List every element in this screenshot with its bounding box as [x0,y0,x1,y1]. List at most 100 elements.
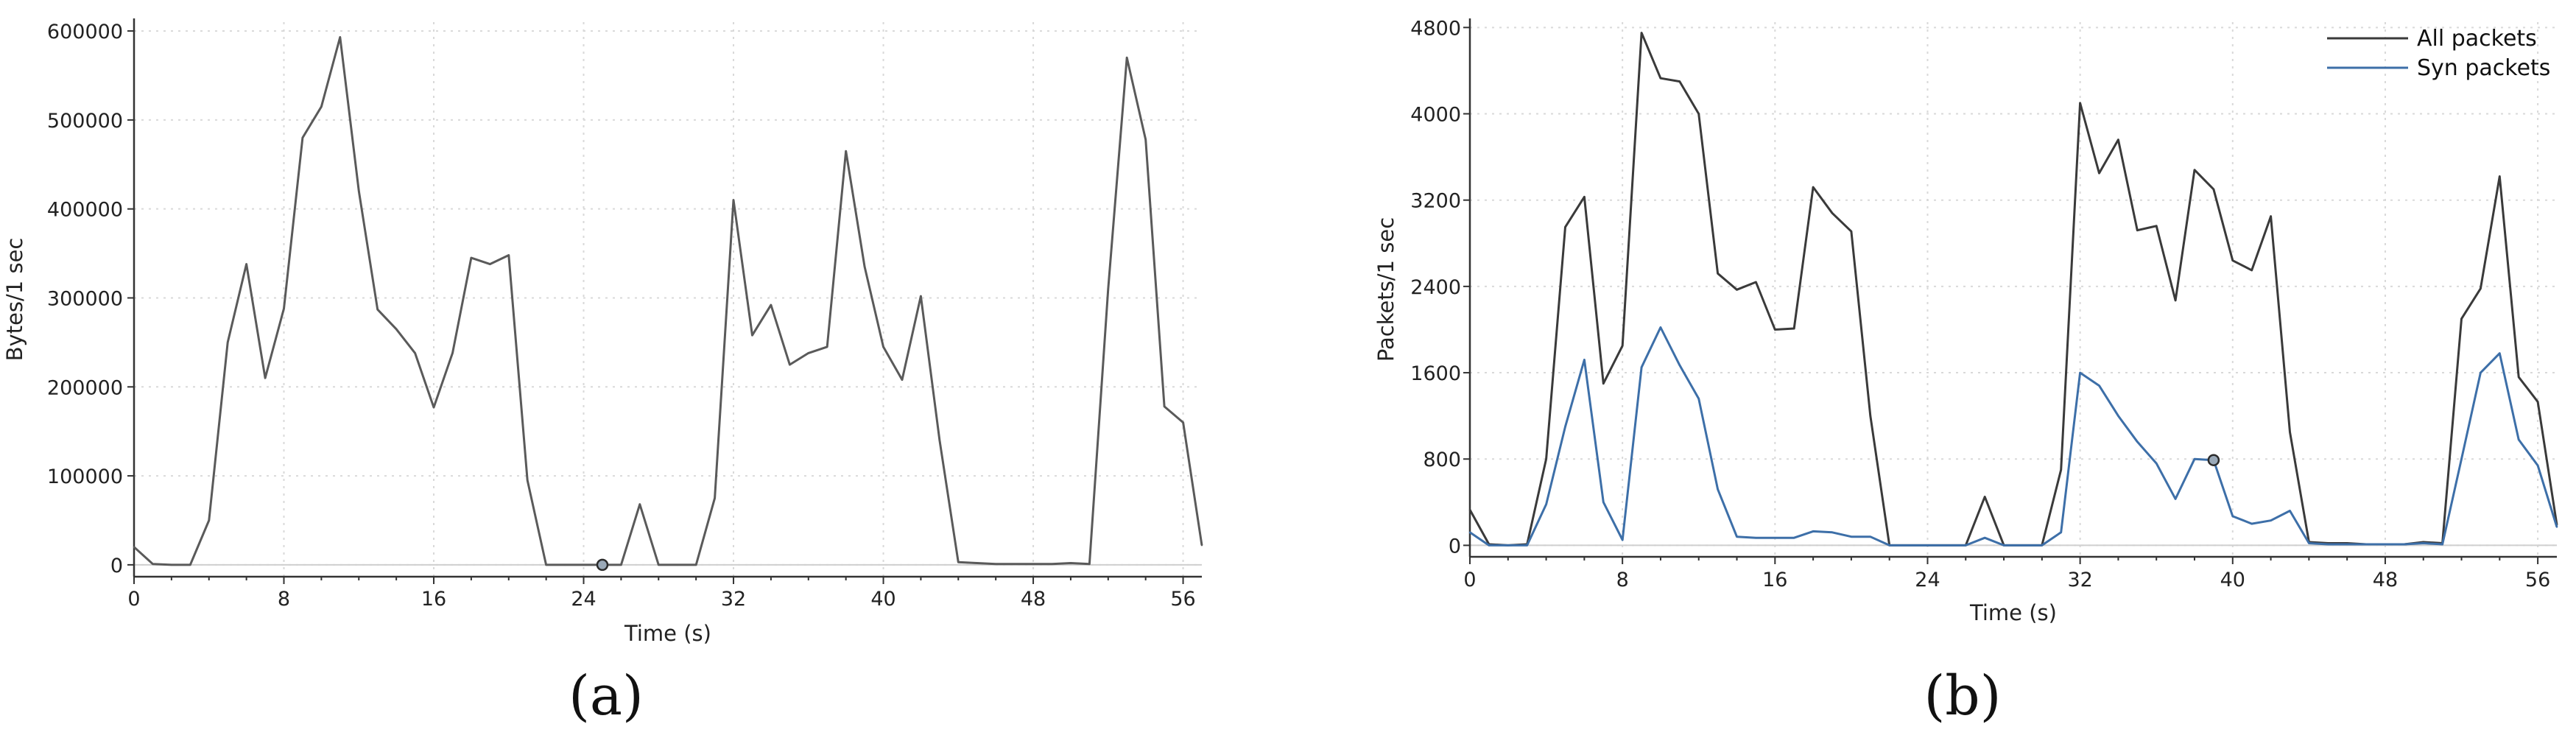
data-point [2536,464,2539,467]
data-point [1774,536,1776,539]
data-point [1545,458,1547,460]
data-point [1869,415,1871,417]
data-point [1468,508,1471,511]
data-point [1717,488,1719,491]
data-point [1032,563,1035,565]
data-point [676,563,678,566]
data-point [976,562,978,564]
data-point [208,519,210,521]
data-point [751,334,753,337]
data-point [1468,531,1471,534]
cursor-marker[interactable] [596,558,609,572]
data-point [2174,299,2177,302]
data-point [1793,327,1795,330]
data-point [2270,215,2272,217]
data-point [2460,317,2463,320]
data-point [2480,287,2482,290]
x-tick-label: 0 [1463,569,1476,591]
x-tick-label: 56 [1170,588,1195,611]
data-point [1678,364,1681,367]
y-tick-label: 0 [1449,535,1461,558]
data-point [1144,138,1147,141]
data-point [845,150,847,152]
data-point [1659,326,1662,328]
data-point [1088,563,1091,565]
data-point [994,563,997,565]
y-tick-label: 1600 [1410,362,1461,385]
data-point [264,377,267,379]
data-point [2231,515,2234,518]
data-point [920,295,922,298]
data-point [2193,169,2196,171]
data-point [1564,226,1566,228]
data-point [1602,501,1605,504]
data-point [563,563,566,566]
panel-label: (a) [569,664,644,728]
data-point [2289,510,2291,512]
panel-label: (b) [1924,664,2001,728]
y-axis-label: Bytes/1 sec [2,238,27,362]
data-point [2098,384,2100,387]
data-point [1965,544,1967,547]
data-point [414,352,416,354]
data-point [1926,544,1929,547]
data-point [1126,57,1128,59]
data-point [2403,543,2406,546]
data-point [2212,188,2215,191]
data-point [2174,498,2177,500]
data-point [2231,259,2234,261]
x-tick-label: 32 [721,588,746,611]
data-point [1946,544,1948,547]
data-point [1869,535,1871,538]
data-point [2384,543,2387,546]
data-point [376,308,379,311]
data-point [1602,382,1605,384]
data-point [2156,225,2158,228]
data-point [1200,544,1203,547]
data-point [1983,496,1986,498]
cursor-marker[interactable] [2207,454,2220,466]
data-point [2346,543,2348,546]
data-point [2117,415,2119,417]
data-point [1545,503,1547,505]
data-point [283,307,285,310]
data-point [301,136,304,139]
data-point [2518,376,2520,379]
legend-label: Syn packets [2417,55,2550,81]
data-point [1107,288,1110,290]
data-point [2136,229,2139,231]
data-point [1755,536,1757,539]
y-tick-label: 500000 [47,110,123,133]
x-tick-label: 16 [421,588,446,611]
data-point [1717,273,1719,275]
data-point [1812,530,1815,533]
data-point [2136,440,2139,443]
data-point [1736,535,1738,538]
data-point [2251,269,2253,272]
y-tick-label: 3200 [1410,190,1461,213]
data-point [1526,544,1528,547]
data-point [826,345,828,348]
x-tick-label: 56 [2525,569,2550,591]
data-point [1850,230,1853,233]
data-point [2327,543,2329,546]
data-point [770,303,773,306]
data-point [358,190,360,192]
data-point [226,341,229,344]
data-point [1659,77,1662,80]
data-point [807,352,809,354]
data-point [863,266,866,268]
data-point [152,563,154,565]
data-point [2499,175,2501,178]
data-point [789,363,791,366]
x-tick-label: 24 [571,588,596,611]
y-tick-label: 100000 [47,465,123,488]
data-point [170,563,173,566]
data-point [1850,535,1853,538]
data-point [1793,536,1795,539]
y-tick-label: 300000 [47,287,123,310]
data-point [489,263,491,265]
x-tick-label: 16 [1762,569,1787,591]
data-point [2480,371,2482,374]
data-point [2555,526,2558,528]
